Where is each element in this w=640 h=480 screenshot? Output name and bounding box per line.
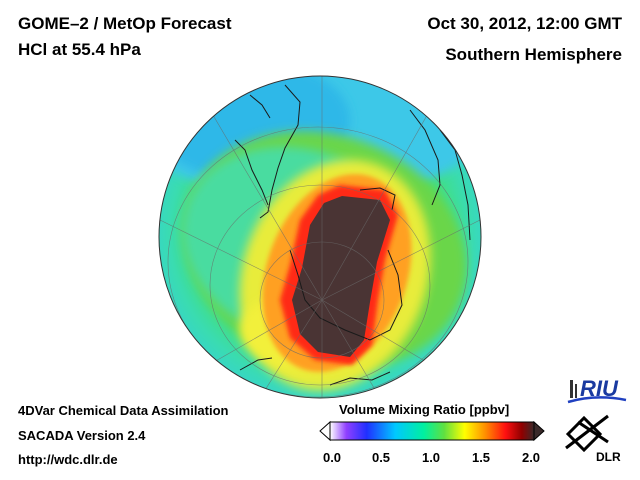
colorbar-tick-4: 2.0 <box>521 450 541 465</box>
version-label: SACADA Version 2.4 <box>18 428 146 443</box>
colorbar-tick-0: 0.0 <box>322 450 342 465</box>
colorbar-title: Volume Mixing Ratio [ppbv] <box>339 402 510 417</box>
colorbar-tick-1: 0.5 <box>371 450 391 465</box>
hemisphere-map <box>158 75 482 399</box>
colorbar-tick-2: 1.0 <box>421 450 441 465</box>
website-link[interactable]: http://wdc.dlr.de <box>18 452 118 467</box>
dlr-logo-text: DLR <box>596 450 621 464</box>
method-label: 4DVar Chemical Data Assimilation <box>18 403 229 418</box>
dlr-logo <box>565 414 609 452</box>
region-label: Southern Hemisphere <box>445 45 622 64</box>
forecast-date: Oct 30, 2012, 12:00 GMT <box>427 14 622 33</box>
map-title: GOME–2 / MetOp Forecast <box>18 14 232 33</box>
riu-logo: RIU <box>567 376 627 404</box>
species-level: HCl at 55.4 hPa <box>18 40 141 59</box>
riu-logo-text: RIU <box>580 376 619 401</box>
colorbar <box>319 420 545 442</box>
colorbar-tick-3: 1.5 <box>471 450 491 465</box>
